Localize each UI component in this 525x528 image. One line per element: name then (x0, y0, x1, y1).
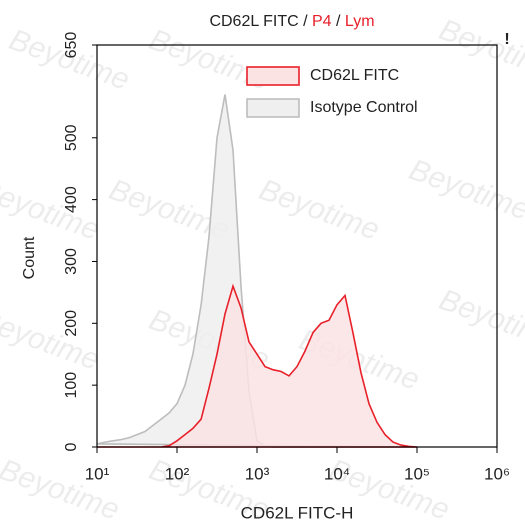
y-tick-label: 300 (63, 248, 80, 275)
legend-swatch (246, 98, 300, 118)
x-tick-label: 10² (165, 464, 190, 483)
x-tick-label: 10⁴ (324, 464, 350, 483)
watermark: Beyotime (435, 283, 525, 357)
flag: ! (504, 31, 509, 48)
legend-label: CD62L FITC (310, 67, 399, 84)
chart-title: CD62L FITC / P4 / Lym (209, 13, 374, 30)
y-tick-label: 200 (63, 310, 80, 337)
title-part: CD62L FITC (209, 13, 298, 30)
title-part: Lym (345, 13, 375, 30)
legend-label: Isotype Control (310, 99, 418, 116)
y-tick-label: 400 (63, 186, 80, 213)
watermark: Beyotime (435, 13, 525, 87)
x-tick-label: 10³ (245, 464, 270, 483)
title-part: / (332, 13, 345, 30)
y-tick-label: 100 (63, 372, 80, 399)
y-axis-label: Count (21, 236, 38, 279)
y-tick-label: 650 (63, 32, 80, 59)
x-axis-label: CD62L FITC-H (241, 503, 354, 522)
legend-swatch (246, 66, 300, 86)
x-tick-label: 10⁵ (404, 464, 430, 483)
plot-frame (96, 44, 498, 448)
title-part: / (299, 13, 312, 30)
y-tick-label: 0 (63, 442, 80, 451)
y-tick-label: 500 (63, 124, 80, 151)
watermark: Beyotime (0, 173, 104, 247)
watermark: Beyotime (405, 153, 525, 227)
title-part: P4 (312, 13, 332, 30)
x-tick-label: 10⁶ (484, 464, 510, 483)
x-tick-label: 10¹ (85, 464, 110, 483)
watermark: Beyotime (255, 173, 384, 247)
watermark: Beyotime (0, 303, 104, 377)
